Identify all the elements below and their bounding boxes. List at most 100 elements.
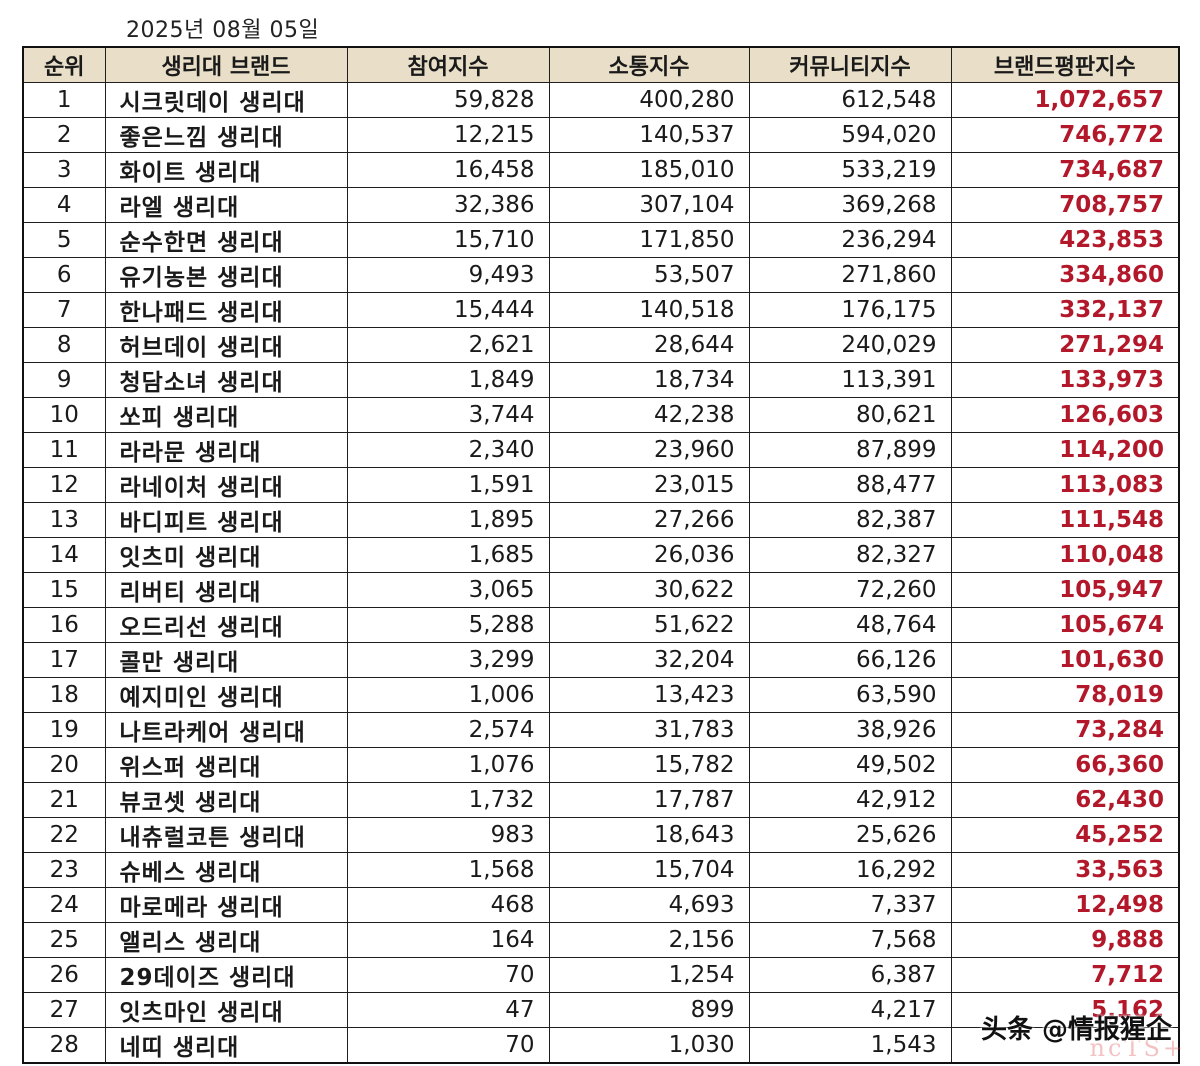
cell-brand: 유기농본 생리대 (104, 257, 348, 293)
cell-brand: 29데이즈 생리대 (104, 957, 348, 993)
cell-rank: 17 (22, 642, 106, 678)
cell-reputation: 1,072,657 (950, 82, 1180, 118)
cell-communication: 53,507 (548, 257, 750, 293)
cell-communication: 23,015 (548, 467, 750, 503)
cell-reputation: 73,284 (950, 712, 1180, 748)
cell-community: 176,175 (748, 292, 952, 328)
table-row: 15 리버티 생리대 3,065 30,622 72,260 105,947 (22, 572, 1180, 608)
header-participation: 참여지수 (346, 46, 550, 83)
cell-brand: 바디피트 생리대 (104, 502, 348, 538)
cell-rank: 15 (22, 572, 106, 608)
cell-brand: 리버티 생리대 (104, 572, 348, 608)
cell-reputation: 101,630 (950, 642, 1180, 678)
table-row: 18 예지미인 생리대 1,006 13,423 63,590 78,019 (22, 677, 1180, 713)
cell-brand: 잇츠마인 생리대 (104, 992, 348, 1028)
table-row: 2 좋은느낌 생리대 12,215 140,537 594,020 746,772 (22, 117, 1180, 153)
cell-reputation: 62,430 (950, 782, 1180, 818)
cell-rank: 23 (22, 852, 106, 888)
cell-rank: 6 (22, 257, 106, 293)
cell-brand: 예지미인 생리대 (104, 677, 348, 713)
cell-communication: 28,644 (548, 327, 750, 363)
table-row: 7 한나패드 생리대 15,444 140,518 176,175 332,137 (22, 292, 1180, 328)
cell-reputation: 708,757 (950, 187, 1180, 223)
cell-reputation: 111,548 (950, 502, 1180, 538)
cell-communication: 140,518 (548, 292, 750, 328)
cell-rank: 13 (22, 502, 106, 538)
watermark: 头条 @情报猩企 (980, 1015, 1172, 1045)
cell-participation: 1,006 (346, 677, 550, 713)
cell-participation: 47 (346, 992, 550, 1028)
header-reputation: 브랜드평판지수 (950, 46, 1180, 83)
cell-reputation: 423,853 (950, 222, 1180, 258)
cell-participation: 1,076 (346, 747, 550, 783)
cell-brand: 화이트 생리대 (104, 152, 348, 188)
cell-reputation: 5,162 (950, 992, 1180, 1028)
cell-communication: 171,850 (548, 222, 750, 258)
cell-community: 25,626 (748, 817, 952, 853)
cell-rank: 20 (22, 747, 106, 783)
cell-community: 48,764 (748, 607, 952, 643)
cell-participation: 1,591 (346, 467, 550, 503)
cell-communication: 17,787 (548, 782, 750, 818)
cell-participation: 2,574 (346, 712, 550, 748)
cell-communication: 400,280 (548, 82, 750, 118)
cell-participation: 164 (346, 922, 550, 958)
table-row: 27 잇츠마인 생리대 47 899 4,217 5,162 (22, 992, 1180, 1028)
cell-community: 38,926 (748, 712, 952, 748)
cell-community: 1,543 (748, 1027, 952, 1064)
cell-communication: 42,238 (548, 397, 750, 433)
cell-brand: 나트라케어 생리대 (104, 712, 348, 748)
cell-rank: 28 (22, 1027, 106, 1064)
cell-reputation: 66,360 (950, 747, 1180, 783)
cell-rank: 12 (22, 467, 106, 503)
cell-rank: 7 (22, 292, 106, 328)
cell-community: 6,387 (748, 957, 952, 993)
cell-rank: 10 (22, 397, 106, 433)
cell-participation: 1,568 (346, 852, 550, 888)
table-header-row: 순위 생리대 브랜드 참여지수 소통지수 커뮤니티지수 브랜드평판지수 (22, 46, 1180, 83)
header-communication: 소통지수 (548, 46, 750, 83)
cell-communication: 23,960 (548, 432, 750, 468)
cell-brand: 한나패드 생리대 (104, 292, 348, 328)
table-row: 19 나트라케어 생리대 2,574 31,783 38,926 73,284 (22, 712, 1180, 748)
cell-brand: 순수한면 생리대 (104, 222, 348, 258)
cell-rank: 24 (22, 887, 106, 923)
cell-rank: 26 (22, 957, 106, 993)
cell-reputation: 271,294 (950, 327, 1180, 363)
cell-reputation: 113,083 (950, 467, 1180, 503)
cell-brand: 슈베스 생리대 (104, 852, 348, 888)
cell-community: 113,391 (748, 362, 952, 398)
cell-participation: 1,732 (346, 782, 550, 818)
cell-communication: 30,622 (548, 572, 750, 608)
cell-communication: 27,266 (548, 502, 750, 538)
table-row: 11 라라문 생리대 2,340 23,960 87,899 114,200 (22, 432, 1180, 468)
cell-participation: 15,444 (346, 292, 550, 328)
cell-communication: 31,783 (548, 712, 750, 748)
cell-participation: 5,288 (346, 607, 550, 643)
cell-community: 7,568 (748, 922, 952, 958)
cell-community: 49,502 (748, 747, 952, 783)
cell-community: 88,477 (748, 467, 952, 503)
cell-brand: 시크릿데이 생리대 (104, 82, 348, 118)
header-brand: 생리대 브랜드 (104, 46, 348, 83)
cell-participation: 1,895 (346, 502, 550, 538)
table-row: 6 유기농본 생리대 9,493 53,507 271,860 334,860 (22, 257, 1180, 293)
cell-reputation: 78,019 (950, 677, 1180, 713)
table-row: 23 슈베스 생리대 1,568 15,704 16,292 33,563 (22, 852, 1180, 888)
cell-brand: 잇츠미 생리대 (104, 537, 348, 573)
cell-participation: 70 (346, 1027, 550, 1064)
table-body: 1 시크릿데이 생리대 59,828 400,280 612,548 1,072,657 2… (22, 82, 1180, 1064)
cell-rank: 8 (22, 327, 106, 363)
cell-participation: 1,685 (346, 537, 550, 573)
cell-community: 82,327 (748, 537, 952, 573)
cell-communication: 15,704 (548, 852, 750, 888)
table-row: 10 쏘피 생리대 3,744 42,238 80,621 126,603 (22, 397, 1180, 433)
cell-participation: 1,849 (346, 362, 550, 398)
cell-communication: 18,643 (548, 817, 750, 853)
cell-participation: 12,215 (346, 117, 550, 153)
cell-community: 533,219 (748, 152, 952, 188)
cell-reputation: 7,712 (950, 957, 1180, 993)
cell-communication: 185,010 (548, 152, 750, 188)
cell-participation: 70 (346, 957, 550, 993)
table-row: 22 내츄럴코튼 생리대 983 18,643 25,626 45,252 (22, 817, 1180, 853)
